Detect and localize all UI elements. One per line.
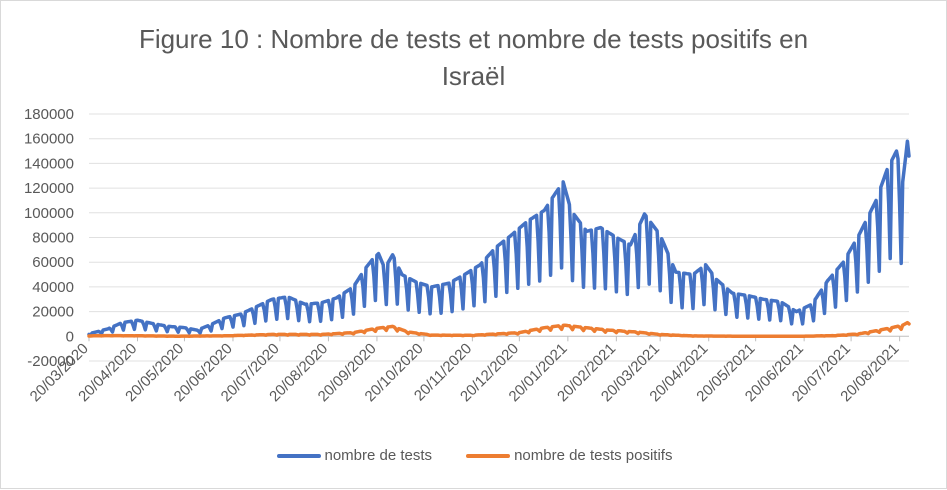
y-tick-label: 60000	[32, 254, 74, 271]
series-line-tests	[87, 139, 911, 337]
chart-legend: nombre de tests nombre de tests positifs	[1, 447, 947, 464]
chart-title: Figure 10 : Nombre de tests et nombre de…	[101, 21, 846, 95]
legend-label-tests: nombre de tests	[324, 447, 433, 464]
y-tick-label: 100000	[24, 205, 74, 222]
series-line-positives	[87, 320, 911, 339]
y-tick-label: -20000	[27, 353, 74, 370]
y-tick-label: 20000	[32, 304, 74, 321]
y-tick-label: 80000	[32, 230, 74, 247]
legend-item-positives: nombre de tests positifs	[466, 447, 672, 464]
legend-swatch-tests	[276, 453, 321, 458]
y-tick-label: 120000	[24, 180, 74, 197]
legend-label-positives: nombre de tests positifs	[514, 447, 673, 464]
chart-title-line-2: Israël	[441, 61, 506, 91]
legend-item-tests: nombre de tests	[276, 447, 433, 464]
chart-title-line-1: Figure 10 : Nombre de tests et nombre de…	[138, 24, 809, 54]
legend-swatch-positives	[466, 453, 511, 458]
y-tick-label: 40000	[32, 279, 74, 296]
y-tick-label: 140000	[24, 155, 74, 172]
y-tick-label: 160000	[24, 131, 74, 148]
y-tick-label: 0	[66, 328, 74, 345]
y-tick-label: 180000	[24, 106, 74, 123]
